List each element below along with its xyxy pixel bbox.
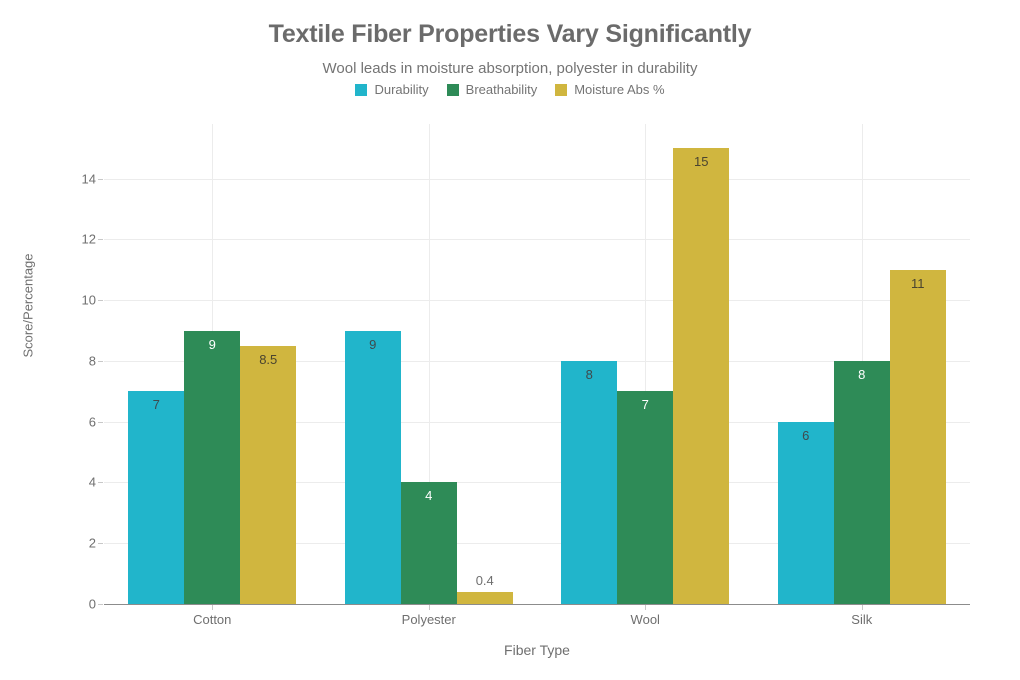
legend-item-durability[interactable]: Durability [355, 82, 429, 97]
y-axis-tick-mark [98, 421, 103, 423]
bar-value-label: 6 [802, 427, 810, 443]
bar[interactable]: 8 [561, 360, 618, 604]
legend-swatch-icon [555, 83, 568, 96]
y-axis-tick-label: 8 [88, 353, 96, 369]
y-axis-tick-mark [98, 239, 103, 241]
gridline-horizontal [104, 482, 970, 484]
y-axis-tick-labels: 0 2 4 6 8 10 12 14 [44, 0, 96, 680]
legend-item-moisture-abs[interactable]: Moisture Abs % [555, 82, 665, 97]
legend-swatch-icon [355, 83, 368, 96]
bar-value-label: 11 [911, 275, 925, 291]
plot-area: 7 9 8.5 9 4 0.4 8 7 15 6 8 11 [98, 124, 970, 605]
x-axis-tick-label: Wool [630, 612, 660, 627]
bar-value-label: 9 [369, 336, 377, 352]
x-axis-title: Fiber Type [504, 642, 570, 658]
y-axis-tick-mark [98, 178, 103, 180]
chart-title: Textile Fiber Properties Vary Significan… [268, 20, 752, 48]
x-axis-tick-mark [429, 605, 430, 610]
bar[interactable]: 11 [889, 269, 946, 604]
bar-value-label: 9 [208, 336, 216, 352]
gridline-vertical [429, 124, 430, 604]
bar[interactable]: 8.5 [240, 345, 297, 604]
x-axis-tick-mark [212, 605, 213, 610]
x-axis-tick-label: Polyester [401, 612, 456, 627]
bar[interactable]: 6 [777, 421, 834, 604]
bar-value-label: 8 [585, 366, 593, 382]
legend-label: Breathability [465, 82, 538, 97]
x-axis-line [104, 604, 970, 605]
gridline-horizontal [104, 300, 970, 302]
y-axis-title: Score/Percentage [20, 253, 36, 358]
bar-value-label: 4 [425, 488, 433, 504]
bar[interactable]: 9 [184, 330, 241, 604]
y-axis-tick-mark [98, 360, 103, 362]
gridline-horizontal [104, 239, 970, 241]
x-axis-tick-mark [645, 605, 646, 610]
bar-value-label: 8 [858, 366, 866, 382]
bar[interactable]: 4 [400, 482, 457, 604]
bar[interactable]: 7 [128, 391, 185, 604]
y-axis-tick-label: 12 [81, 231, 96, 247]
y-axis-tick-label: 10 [81, 292, 96, 308]
bar[interactable]: 8 [833, 360, 890, 604]
bar[interactable]: 15 [673, 148, 730, 604]
chart-subtitle: Wool leads in moisture absorption, polye… [322, 60, 698, 77]
bar-value-label: 8.5 [259, 351, 278, 367]
legend-label: Durability [374, 82, 429, 97]
legend-label: Moisture Abs % [574, 82, 665, 97]
y-axis-tick-mark [98, 604, 103, 605]
x-axis-tick-label: Silk [851, 612, 873, 627]
y-axis-tick-label: 0 [88, 596, 96, 612]
bar-value-label: 7 [152, 397, 160, 413]
gridline-horizontal [104, 543, 970, 545]
x-axis-tick-label: Cotton [193, 612, 232, 627]
y-axis-tick-mark [98, 482, 103, 484]
bar-value-label: 0.4 [475, 572, 494, 588]
bar-value-label: 15 [694, 154, 709, 170]
gridline-horizontal [104, 178, 970, 180]
bar[interactable]: 7 [617, 391, 674, 604]
legend-swatch-icon [446, 83, 459, 96]
y-axis-tick-label: 14 [81, 171, 96, 187]
legend-item-breathability[interactable]: Breathability [446, 82, 538, 97]
gridline-vertical [645, 124, 646, 604]
gridline-horizontal [104, 421, 970, 423]
bar[interactable]: 9 [344, 330, 401, 604]
bar[interactable]: 0.4 [456, 574, 513, 604]
y-axis-tick-label: 4 [88, 474, 96, 490]
x-axis-tick-mark [862, 605, 863, 610]
chart-legend: Durability Breathability Moisture Abs % [0, 82, 1020, 97]
y-axis-tick-mark [98, 300, 103, 302]
gridline-horizontal [104, 360, 970, 362]
y-axis-tick-label: 6 [88, 414, 96, 430]
y-axis-tick-label: 2 [88, 535, 96, 551]
y-axis-tick-mark [98, 543, 103, 545]
bar-value-label: 7 [641, 397, 649, 413]
